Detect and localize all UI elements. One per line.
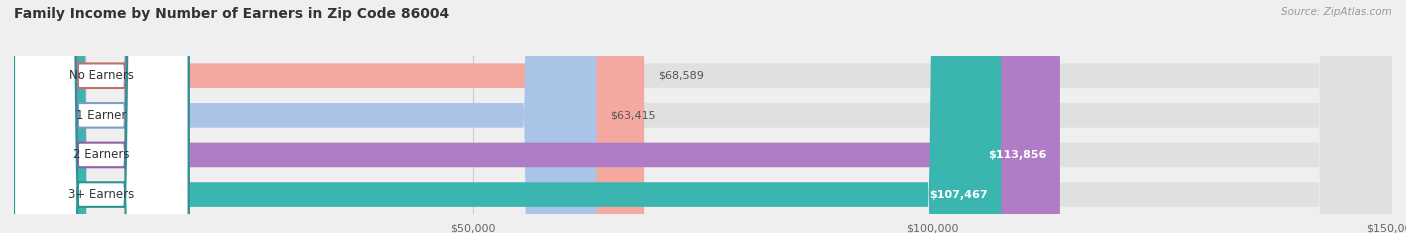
FancyBboxPatch shape [14,0,1001,233]
FancyBboxPatch shape [14,0,1392,233]
Text: Source: ZipAtlas.com: Source: ZipAtlas.com [1281,7,1392,17]
Text: $107,467: $107,467 [929,190,987,199]
FancyBboxPatch shape [14,0,596,233]
Text: 2 Earners: 2 Earners [73,148,129,161]
Text: $63,415: $63,415 [610,110,657,120]
Text: No Earners: No Earners [69,69,134,82]
FancyBboxPatch shape [14,0,1060,233]
FancyBboxPatch shape [14,0,1392,233]
FancyBboxPatch shape [14,0,1392,233]
FancyBboxPatch shape [14,0,644,233]
Text: Family Income by Number of Earners in Zip Code 86004: Family Income by Number of Earners in Zi… [14,7,450,21]
FancyBboxPatch shape [14,0,188,233]
Text: 1 Earner: 1 Earner [76,109,127,122]
FancyBboxPatch shape [14,0,188,233]
FancyBboxPatch shape [14,0,1392,233]
Text: 3+ Earners: 3+ Earners [69,188,135,201]
FancyBboxPatch shape [14,0,188,233]
FancyBboxPatch shape [14,0,188,233]
Text: $113,856: $113,856 [988,150,1046,160]
Text: $68,589: $68,589 [658,71,704,81]
